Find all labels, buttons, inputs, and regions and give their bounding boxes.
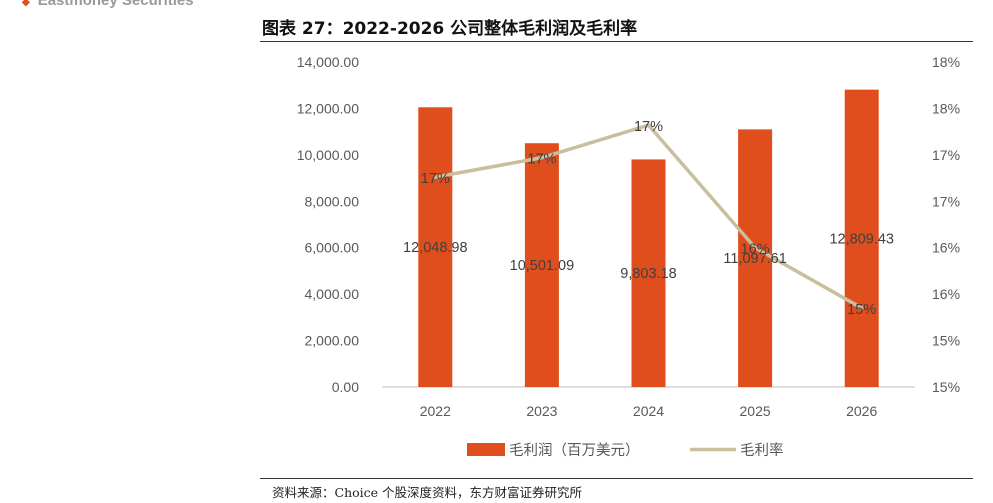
bar xyxy=(631,159,666,387)
legend-label-bar: 毛利润（百万美元） xyxy=(509,442,640,459)
x-tick-label: 2022 xyxy=(420,403,451,419)
y-left-tick-label: 10,000.00 xyxy=(297,147,359,163)
data-labels: 12,048.98 10,501.09 9,803.18 11,097.61 12,80… xyxy=(403,119,894,318)
source-note: 资料来源：Choice 个股深度资料，东方财富证券研究所 xyxy=(272,485,583,500)
bar xyxy=(418,107,453,387)
y-left-tick-label: 2,000.00 xyxy=(305,333,360,349)
brand-marker-icon: ◆ xyxy=(22,0,30,8)
x-tick-label: 2023 xyxy=(526,403,557,419)
bar xyxy=(738,129,773,388)
source-divider xyxy=(260,478,973,479)
chart-title: 图表 27：2022-2026 公司整体毛利润及毛利率 xyxy=(262,19,638,39)
x-tick-label: 2024 xyxy=(633,403,664,419)
bar xyxy=(844,89,879,387)
legend-label-line: 毛利率 xyxy=(740,442,784,459)
line-data-label: 16% xyxy=(741,242,770,258)
line-data-label: 17% xyxy=(634,119,663,135)
y-left-tick-label: 12,000.00 xyxy=(297,100,359,116)
line-data-label: 15% xyxy=(847,302,876,318)
y-right-tick-label: 16% xyxy=(932,240,960,256)
y-right-tick-label: 15% xyxy=(932,379,960,395)
legend: 毛利润（百万美元） 毛利率 xyxy=(467,442,784,459)
x-tick-label: 2026 xyxy=(846,403,877,419)
y-right-tick-label: 17% xyxy=(932,193,960,209)
x-tick-label: 2025 xyxy=(740,403,771,419)
line-data-label: 17% xyxy=(527,152,556,168)
brand-name: Eastmoney Securities xyxy=(37,0,194,9)
brand-header: ◆ Eastmoney Securities xyxy=(22,0,194,9)
y-left-tick-label: 0.00 xyxy=(332,379,359,395)
bar-data-label: 10,501.09 xyxy=(510,258,575,274)
y-right-tick-label: 18% xyxy=(932,54,960,70)
y-right-tick-label: 16% xyxy=(932,286,960,302)
legend-swatch-bar xyxy=(467,443,505,456)
bar xyxy=(524,143,559,387)
line-path xyxy=(433,123,864,310)
bar-data-label: 11,097.61 xyxy=(723,251,786,267)
y-right-tick-label: 15% xyxy=(932,333,960,349)
y-right-tick-label: 17% xyxy=(932,147,960,163)
axes: 0.00 2,000.00 4,000.00 6,000.00 8,000.00 10,0… xyxy=(297,54,960,419)
y-left-tick-label: 4,000.00 xyxy=(305,286,360,302)
title-divider xyxy=(260,41,973,42)
bar-series xyxy=(418,89,879,388)
bar-data-label: 12,048.98 xyxy=(403,240,468,256)
line-series xyxy=(433,123,864,310)
y-right-tick-label: 18% xyxy=(932,100,960,116)
y-left-tick-label: 6,000.00 xyxy=(305,240,360,256)
line-data-label: 17% xyxy=(421,171,450,187)
y-left-tick-label: 14,000.00 xyxy=(297,54,359,70)
bar-data-label: 12,809.43 xyxy=(829,231,894,247)
bar-data-label: 9,803.18 xyxy=(620,266,676,282)
y-left-tick-label: 8,000.00 xyxy=(305,193,360,209)
